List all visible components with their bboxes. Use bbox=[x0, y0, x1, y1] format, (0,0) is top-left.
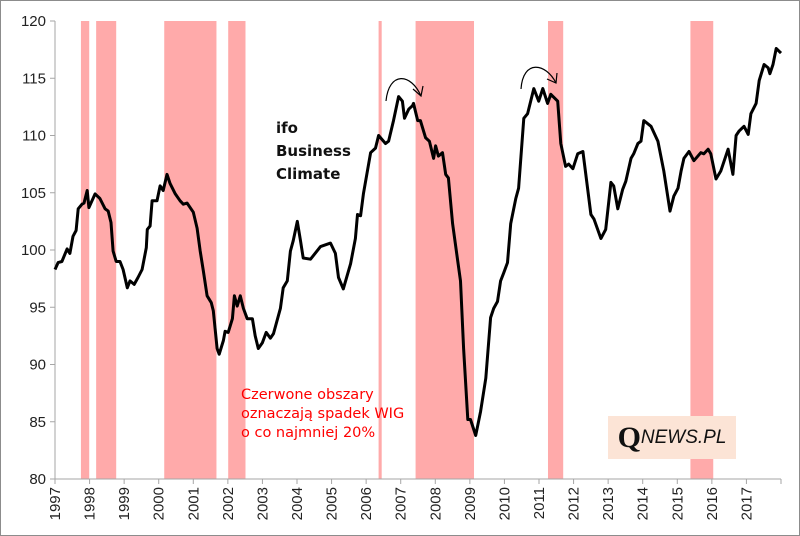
curved-arrow-2011-head bbox=[546, 72, 558, 84]
x-tick-label: 2001 bbox=[185, 487, 202, 520]
series-label: ifo Business Climate bbox=[276, 117, 351, 186]
x-tick-label: 2007 bbox=[393, 487, 410, 520]
x-tick-label: 2002 bbox=[220, 487, 237, 520]
logo-text: NEWS.PL bbox=[640, 426, 727, 448]
x-tick-label: 2014 bbox=[635, 487, 652, 520]
logo-q: Q bbox=[617, 420, 641, 454]
y-tick-label: 110 bbox=[22, 128, 46, 145]
shaded-period-band bbox=[164, 21, 217, 479]
shaded-period-band bbox=[80, 21, 90, 479]
shaded-period-band bbox=[690, 21, 714, 479]
x-tick-label: 2008 bbox=[427, 487, 444, 520]
y-tick-label: 85 bbox=[29, 414, 46, 431]
shaded-period-band bbox=[228, 21, 246, 479]
series-line bbox=[53, 47, 783, 437]
shaded-period-band bbox=[415, 21, 475, 479]
x-tick-label: 2006 bbox=[358, 487, 375, 520]
x-tick-label: 2000 bbox=[151, 487, 168, 520]
qnews-logo: Q NEWS.PL bbox=[608, 416, 736, 459]
x-tick-label: 2011 bbox=[531, 487, 548, 519]
series-label-line: Business bbox=[276, 142, 351, 160]
shaded-periods bbox=[80, 21, 714, 479]
y-tick-label: 90 bbox=[29, 357, 46, 374]
x-tick-label: 2016 bbox=[704, 487, 721, 520]
x-tick-label: 2009 bbox=[462, 487, 479, 520]
y-tick-label: 80 bbox=[29, 471, 46, 488]
x-tick-label: 1998 bbox=[82, 487, 99, 520]
x-tick-label: 2013 bbox=[600, 487, 617, 520]
y-tick-label: 100 bbox=[21, 242, 46, 259]
series-label-line: ifo bbox=[276, 119, 298, 137]
curved-arrow-2007 bbox=[385, 78, 422, 102]
shading-note: Czerwone obszary oznaczają spadek WIG o … bbox=[241, 386, 404, 443]
shaded-period-band bbox=[547, 21, 564, 479]
y-tick-label: 95 bbox=[29, 299, 46, 316]
y-tick-label: 120 bbox=[21, 13, 46, 30]
arrows bbox=[385, 66, 558, 102]
note-line: oznaczają spadek WIG bbox=[241, 406, 405, 422]
x-tick-label: 2005 bbox=[324, 487, 341, 520]
curved-arrow-2011 bbox=[520, 66, 557, 90]
shaded-period-band bbox=[96, 21, 117, 479]
y-tick-label: 105 bbox=[21, 185, 46, 202]
x-tick-label: 1999 bbox=[116, 487, 133, 520]
axes: 80 85 90 95 100 105 110 115 120 1997 1998 1999 2000 2… bbox=[21, 13, 782, 520]
note-line: o co najmniej 20% bbox=[241, 425, 376, 441]
x-tick-label: 1997 bbox=[47, 487, 64, 520]
x-tick-label: 2017 bbox=[738, 487, 755, 520]
x-tick-label: 2003 bbox=[254, 487, 271, 520]
x-tick-label: 2015 bbox=[669, 487, 686, 520]
curved-arrow-2007-head bbox=[412, 85, 424, 98]
x-tick-label: 2010 bbox=[496, 487, 513, 520]
y-tick-label: 115 bbox=[22, 70, 46, 87]
shaded-period-band bbox=[378, 21, 382, 479]
note-line: Czerwone obszary bbox=[241, 387, 374, 403]
x-tick-label: 2012 bbox=[566, 487, 583, 520]
x-tick-label: 2004 bbox=[289, 487, 306, 520]
series-label-line: Climate bbox=[276, 165, 341, 183]
